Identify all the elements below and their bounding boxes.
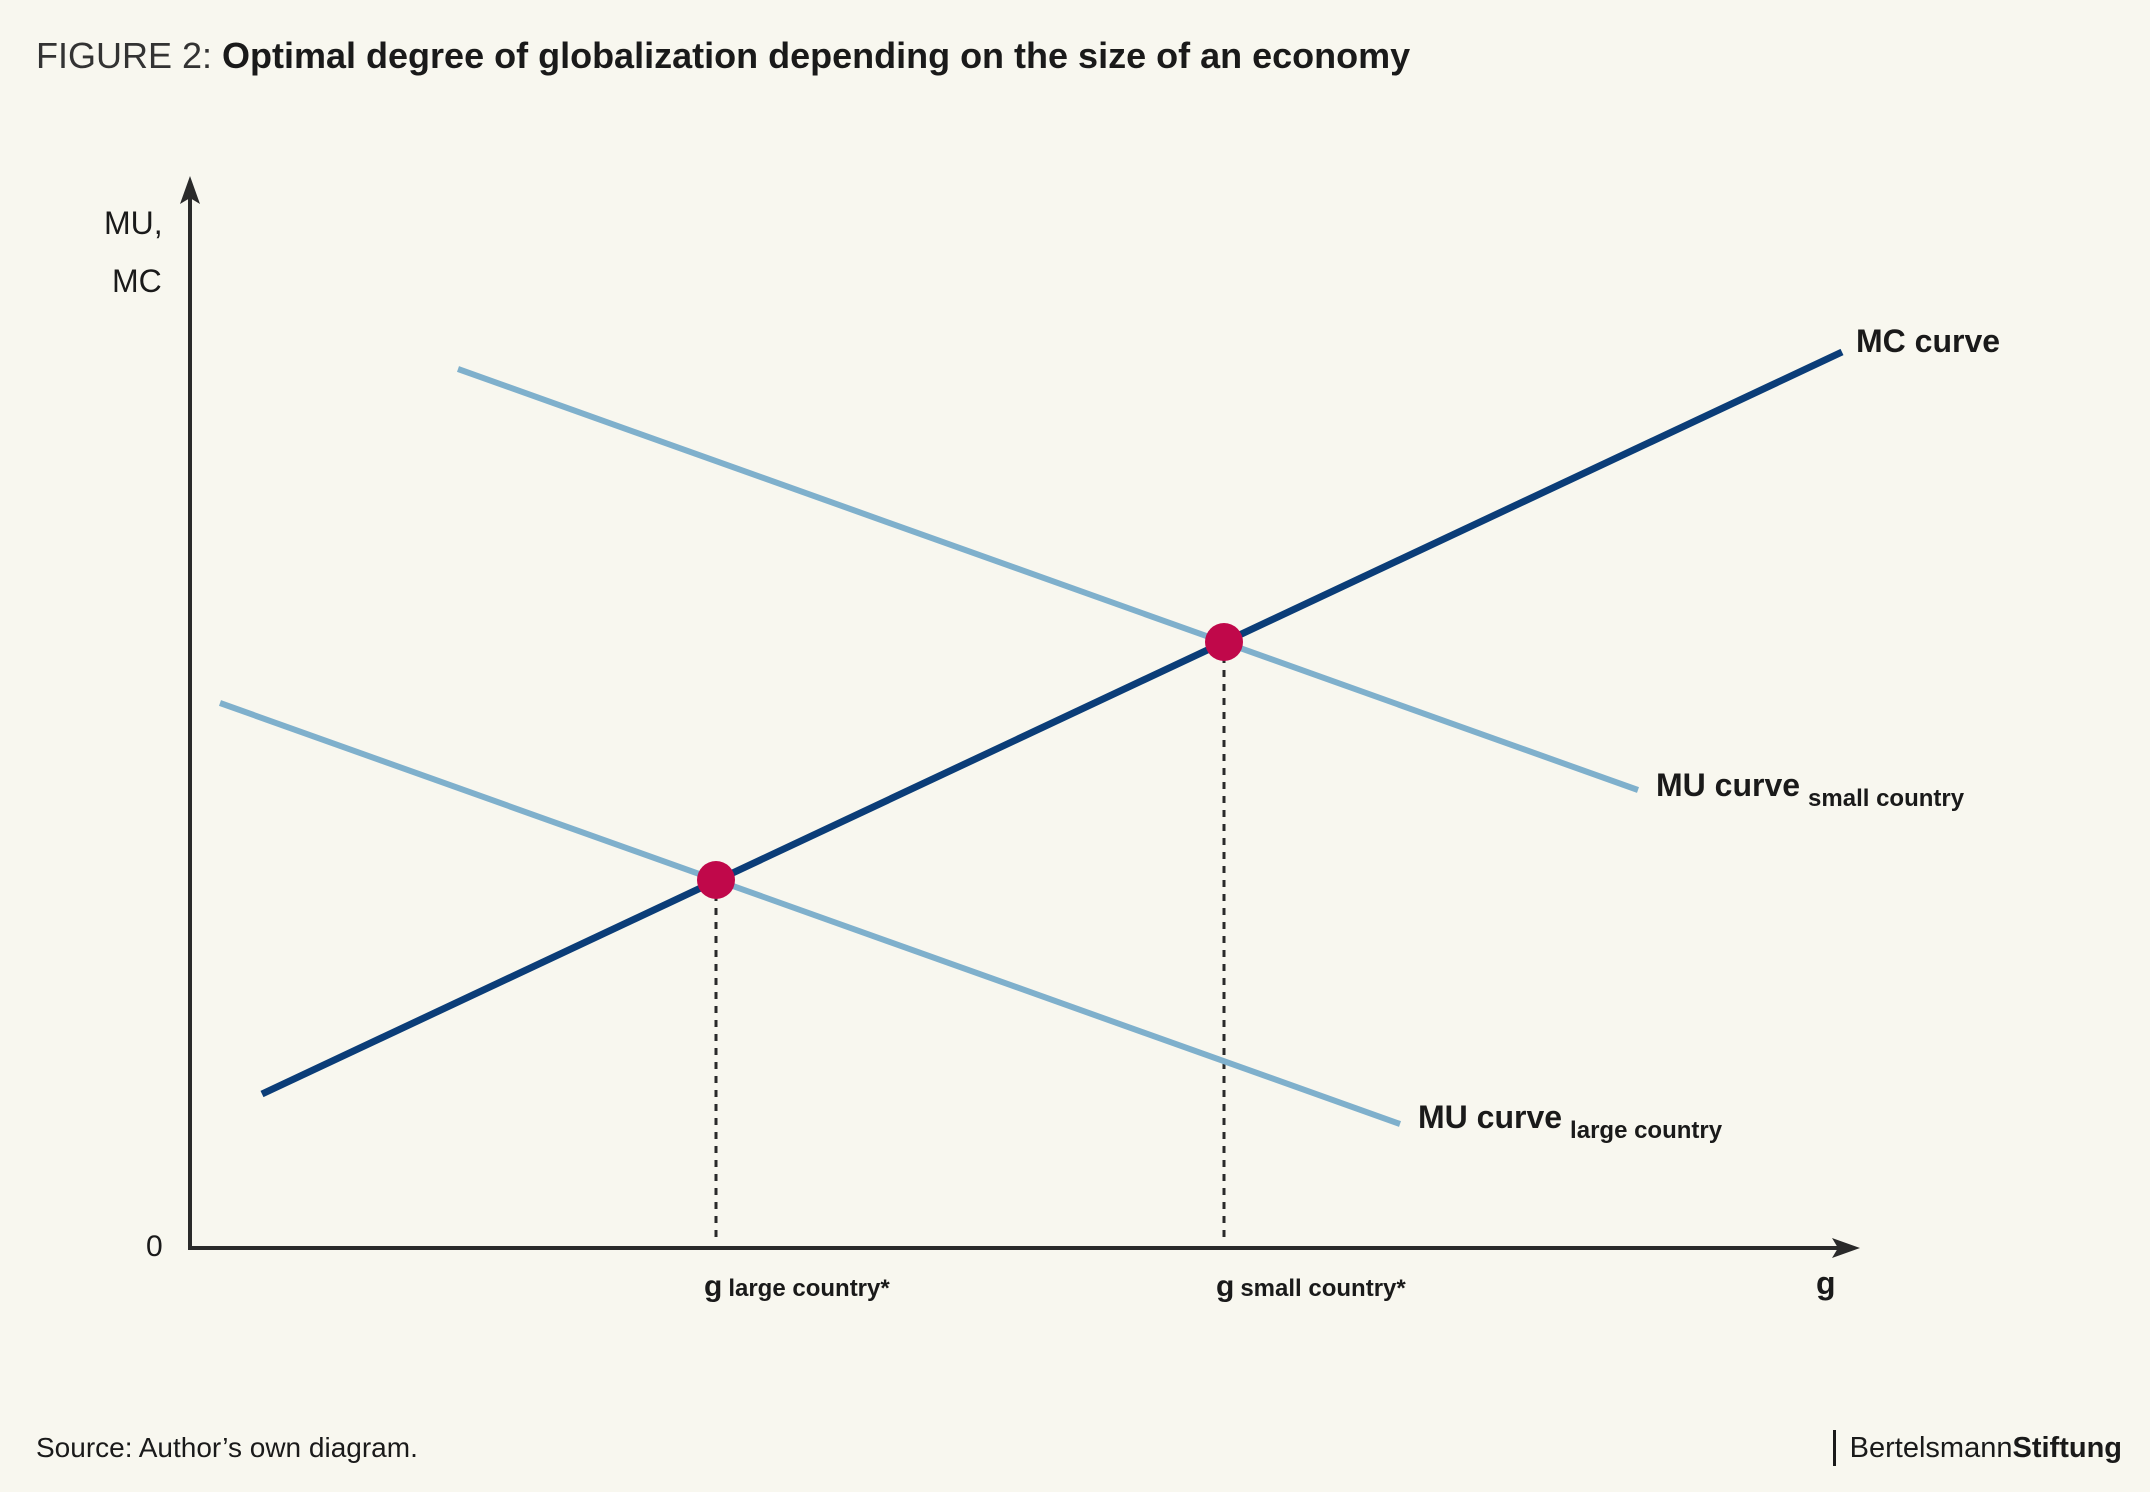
y-axis-arrow-icon bbox=[180, 176, 200, 204]
brand-logo: Bertelsmann Stiftung bbox=[1832, 1428, 2122, 1468]
mu-curve-small-label-text: MU curve bbox=[1656, 767, 1800, 803]
y-axis-label-line2: MC bbox=[112, 263, 162, 299]
figure-title: FIGURE 2: Optimal degree of globalizatio… bbox=[36, 32, 1410, 80]
x-axis-label: g bbox=[1816, 1265, 1836, 1301]
x-tick-large-symbol: g bbox=[704, 1270, 722, 1303]
x-tick-large-sub: large country* bbox=[728, 1275, 890, 1302]
optimum-point-small-country bbox=[1205, 623, 1243, 661]
brand-divider bbox=[1832, 1430, 1836, 1466]
figure-title-text: Optimal degree of globalization dependin… bbox=[222, 35, 1411, 76]
mu-curve-large-label-sub: large country bbox=[1570, 1117, 1723, 1144]
x-tick-large-country: g large country* bbox=[704, 1270, 890, 1303]
mu-curve-small-label: MU curve small country bbox=[1656, 767, 1965, 812]
mc-curve-label-text: MC curve bbox=[1856, 323, 2000, 359]
x-tick-small-sub: small country* bbox=[1240, 1275, 1406, 1302]
x-tick-small-symbol: g bbox=[1216, 1270, 1234, 1303]
origin-label: 0 bbox=[146, 1230, 163, 1263]
x-tick-small-country: g small country* bbox=[1216, 1270, 1406, 1303]
source-note: Source: Author’s own diagram. bbox=[36, 1432, 418, 1463]
figure-title-prefix: FIGURE 2: bbox=[36, 35, 223, 76]
brand-name-light: Bertelsmann bbox=[1849, 1431, 2013, 1464]
mu-curve-large-label: MU curve large country bbox=[1418, 1099, 1723, 1144]
mc-curve bbox=[260, 348, 1844, 1098]
mu-curve-large-label-text: MU curve bbox=[1418, 1099, 1562, 1135]
mu-curve-large-country bbox=[218, 700, 1402, 1127]
x-axis-arrow-icon bbox=[1832, 1238, 1860, 1258]
y-axis-label-line1: MU, bbox=[104, 205, 163, 241]
mc-curve-label: MC curve bbox=[1856, 323, 2000, 359]
brand-name-bold: Stiftung bbox=[2012, 1431, 2122, 1464]
mu-curve-small-country bbox=[456, 366, 1640, 793]
mu-curve-small-label-sub: small country bbox=[1808, 785, 1965, 812]
optimum-point-large-country bbox=[697, 861, 735, 899]
